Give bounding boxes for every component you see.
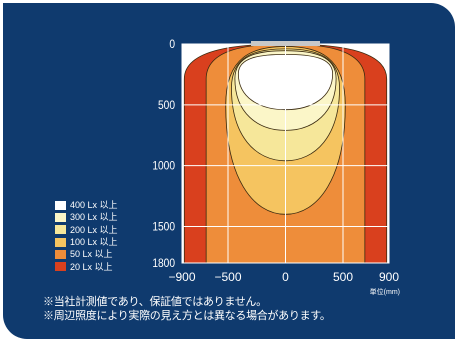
legend-swatch [55,212,66,222]
legend-item: 100 Lx 以上 [55,236,118,248]
footnote-1: ※当社計測値であり、保証値ではありません。 [43,296,267,308]
y-tick-label: 500 [158,99,175,112]
x-tick-label: −500 [214,270,241,284]
chart-legend: 400 Lx 以上 300 Lx 以上 200 Lx 以上 100 Lx 以上 50 L… [55,199,118,273]
legend-label: 20 Lx 以上 [70,261,113,272]
legend-label: 50 Lx 以上 [70,249,113,260]
legend-label: 400 Lx 以上 [70,200,118,211]
x-tick-label: −900 [168,270,195,284]
legend-swatch [55,262,66,272]
x-tick-label: 900 [379,270,399,284]
x-unit-label: 単位(mm) [370,287,400,296]
legend-label: 100 Lx 以上 [70,237,118,248]
legend-item: 20 Lx 以上 [55,260,118,272]
y-tick-label: 1800 [152,257,175,270]
legend-swatch [55,237,66,247]
x-tick-label: 0 [282,270,289,284]
legend-item: 400 Lx 以上 [55,199,118,211]
footnote-2: ※周辺照度により実際の見え方とは異なる場合があります。 [43,310,331,322]
y-tick-label: 1500 [152,221,175,234]
light-distribution-chart: 0 500 1000 1500 1800−900 −500 0 500 900 単位(mm) [152,38,400,296]
x-tick-label: 500 [333,270,353,284]
y-tick-label: 1000 [152,160,175,173]
legend-item: 300 Lx 以上 [55,211,118,223]
legend-swatch [55,225,66,235]
legend-label: 200 Lx 以上 [70,224,118,235]
legend-item: 200 Lx 以上 [55,224,118,236]
legend-swatch [55,249,66,259]
footnotes: ※当社計測値であり、保証値ではありません。 ※周辺照度により実際の見え方とは異な… [43,295,331,323]
legend-label: 300 Lx 以上 [70,212,118,223]
y-tick-label: 0 [169,38,175,51]
chart-panel: 0 500 1000 1500 1800 −900 −500 0 500 900 単位(mm) 40… [3,3,455,339]
light-fixture [251,41,320,46]
legend-swatch [55,200,66,210]
legend-item: 50 Lx 以上 [55,248,118,260]
